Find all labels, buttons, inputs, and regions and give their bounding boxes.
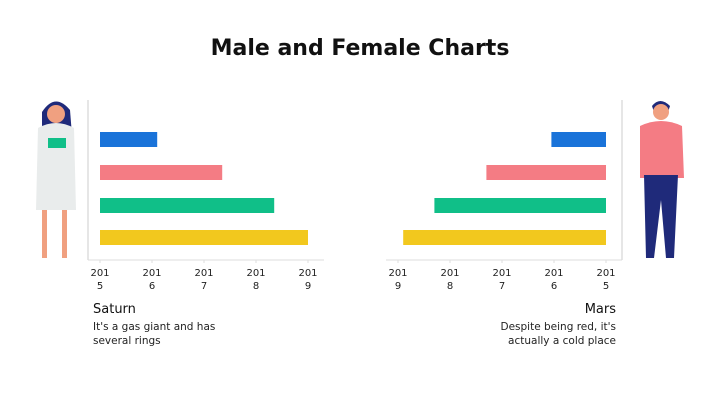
bar xyxy=(486,165,606,180)
x-tick-label: 2015 xyxy=(596,268,616,292)
x-tick-label: 2019 xyxy=(388,268,408,292)
bar xyxy=(403,230,606,245)
x-tick-label: 2017 xyxy=(194,268,214,292)
woman-figure xyxy=(36,101,76,258)
title: Male and Female Charts xyxy=(210,36,510,61)
bar xyxy=(551,132,606,147)
chart-description: Despite being red, it's actually a cold … xyxy=(500,321,617,347)
chart-name: Saturn xyxy=(93,302,136,317)
bar xyxy=(100,198,275,213)
bar xyxy=(100,132,158,147)
x-tick-label: 2017 xyxy=(492,268,512,292)
bar xyxy=(100,165,223,180)
x-tick-label: 2015 xyxy=(90,268,110,292)
bar xyxy=(434,198,606,213)
x-tick-label: 2018 xyxy=(246,268,266,292)
man-figure xyxy=(640,101,684,258)
x-tick-label: 2018 xyxy=(440,268,460,292)
x-tick-label: 2016 xyxy=(544,268,564,292)
bar xyxy=(100,230,308,245)
x-tick-label: 2019 xyxy=(298,268,318,292)
chart-description: It's a gas giant and has several rings xyxy=(93,321,216,347)
x-tick-label: 2016 xyxy=(142,268,162,292)
chart-name: Mars xyxy=(584,302,616,317)
